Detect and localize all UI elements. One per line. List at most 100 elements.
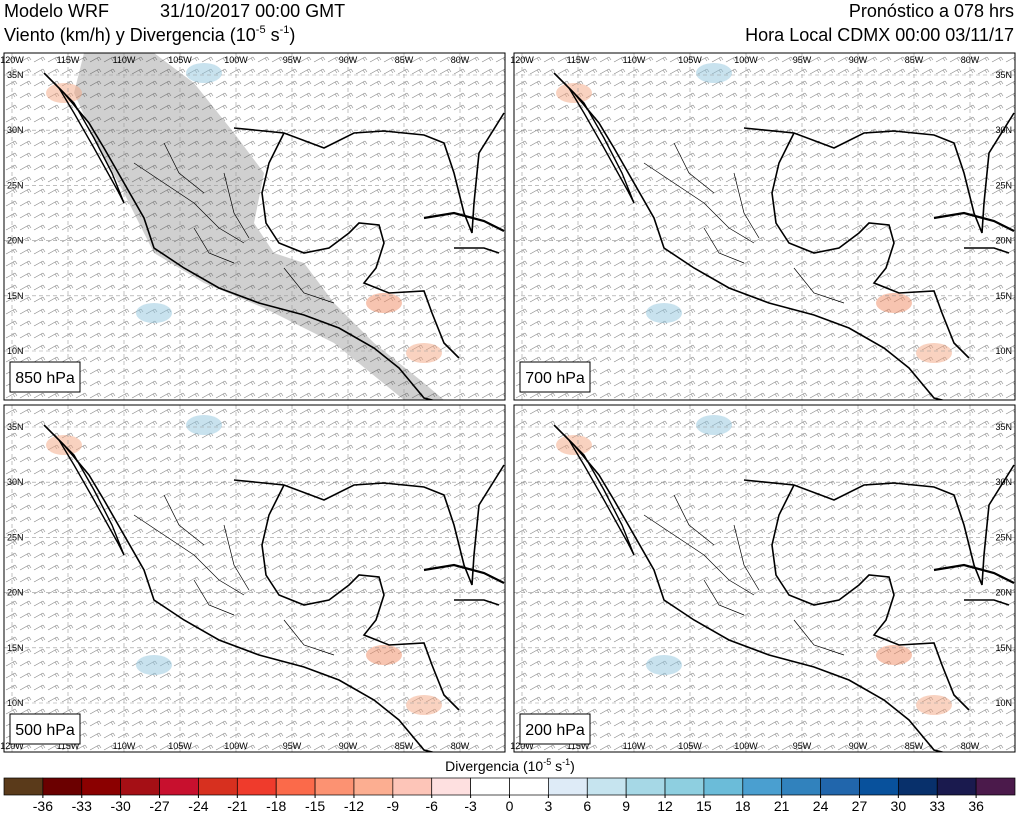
latitude-label: 10N xyxy=(7,346,24,356)
latitude-label: 35N xyxy=(7,422,24,432)
colorbar-tick-label: 27 xyxy=(852,798,868,813)
longitude-label: 80W xyxy=(961,741,980,751)
level-label: 200 hPa xyxy=(525,722,585,739)
colorbar-tick-label: 3 xyxy=(544,798,552,813)
color-swatch xyxy=(470,777,510,796)
colorbar-tick-label: 0 xyxy=(506,798,514,813)
longitude-label: 95W xyxy=(793,55,812,65)
colorbar-tick-label: 24 xyxy=(813,798,829,813)
longitude-label: 115W xyxy=(57,55,80,65)
color-swatch xyxy=(159,777,199,796)
divergence-patch xyxy=(186,415,222,435)
colorbar-tick-label: 15 xyxy=(696,798,712,813)
color-swatch xyxy=(42,777,83,796)
longitude-label: 80W xyxy=(961,55,980,65)
longitude-label: 110W xyxy=(113,55,136,65)
latitude-label: 25N xyxy=(7,532,24,542)
run-date: 31/10/2017 00:00 GMT xyxy=(160,1,345,21)
model-name: Modelo WRF xyxy=(4,1,109,21)
divergence-patch xyxy=(916,695,952,715)
color-swatch xyxy=(859,777,899,796)
map-panel: 120W 115W 110W 105W 100W 95W 90W 85W 80W 35N 30N 25… xyxy=(0,52,506,401)
color-swatch xyxy=(431,777,471,796)
longitude-label: 120W xyxy=(0,55,24,65)
latitude-label: 35N xyxy=(995,422,1012,432)
divergence-patch xyxy=(696,63,732,83)
panel-frame xyxy=(3,404,506,753)
divergence-patch xyxy=(876,293,912,313)
panel-frame xyxy=(3,52,506,401)
longitude-label: 105W xyxy=(678,55,702,65)
colorbar-tick-label: -21 xyxy=(227,798,247,813)
longitude-label: 120W xyxy=(510,741,534,751)
longitude-label: 80W xyxy=(451,741,470,751)
longitude-label: 110W xyxy=(623,741,646,751)
forecast-hour: Pronóstico a 078 hrs xyxy=(849,1,1014,21)
colorbar-tick-label: -6 xyxy=(426,798,439,813)
longitude-label: 100W xyxy=(224,741,248,751)
level-box xyxy=(519,713,591,745)
longitude-label: 80W xyxy=(451,55,470,65)
color-swatch xyxy=(275,777,316,796)
latitude-label: 25N xyxy=(995,180,1012,190)
colorbar-tick-label: 30 xyxy=(891,798,907,813)
latitude-label: 20N xyxy=(995,236,1012,246)
longitude-label: 85W xyxy=(905,741,924,751)
map-panel: 120W 115W 110W 105W 100W 95W 90W 85W 80W 35N 30N 25… xyxy=(510,404,1016,753)
colorbar-tick-label: 18 xyxy=(735,798,751,813)
color-swatch xyxy=(548,777,588,796)
colorbar-title-exp: -1 xyxy=(562,757,570,767)
level-label: 850 hPa xyxy=(15,370,75,387)
divergence-patch xyxy=(136,655,172,675)
level-label: 700 hPa xyxy=(525,370,585,387)
longitude-label: 95W xyxy=(793,741,812,751)
colorbar-tick-label: -33 xyxy=(72,798,92,813)
colorbar-tick-label: 12 xyxy=(657,798,673,813)
color-swatch xyxy=(703,777,744,796)
divergence-patch xyxy=(366,293,402,313)
colorbar-tick-label: 9 xyxy=(622,798,630,813)
longitude-label: 120W xyxy=(0,741,24,751)
latitude-label: 15N xyxy=(995,291,1012,301)
color-swatch xyxy=(781,777,821,796)
longitude-label: 95W xyxy=(283,741,302,751)
colorbar-title-text: Divergencia (10 xyxy=(445,758,543,774)
longitude-label: 85W xyxy=(395,741,414,751)
divergence-patch xyxy=(406,695,442,715)
variable-mid: s xyxy=(266,25,280,45)
longitude-label: 105W xyxy=(168,55,192,65)
colorbar-tick-label: -15 xyxy=(305,798,325,813)
longitude-label: 90W xyxy=(339,741,358,751)
map-panel: 120W 115W 110W 105W 100W 95W 90W 85W 80W 35N 30N 25… xyxy=(0,404,506,753)
colorbar-title-exp: -5 xyxy=(543,757,551,767)
longitude-label: 120W xyxy=(510,55,534,65)
level-box xyxy=(9,361,81,393)
colorbar-tick-label: 33 xyxy=(929,798,945,813)
panel-frame xyxy=(513,52,1016,401)
longitude-label: 115W xyxy=(567,741,590,751)
color-swatch xyxy=(236,777,277,796)
color-swatch xyxy=(3,777,44,796)
panel-frame xyxy=(513,404,1016,753)
latitude-label: 25N xyxy=(7,180,24,190)
longitude-label: 100W xyxy=(734,55,758,65)
color-swatch xyxy=(314,777,355,796)
latitude-label: 15N xyxy=(995,643,1012,653)
variable: Viento (km/h) y Divergencia (10-5 s-1) xyxy=(4,24,295,45)
longitude-label: 110W xyxy=(113,741,136,751)
color-swatch xyxy=(975,777,1016,796)
latitude-label: 30N xyxy=(7,125,24,135)
color-swatch xyxy=(392,777,433,796)
longitude-label: 90W xyxy=(849,741,868,751)
divergence-patch xyxy=(186,63,222,83)
colorbar-tick-label: -3 xyxy=(464,798,477,813)
longitude-label: 90W xyxy=(339,55,358,65)
color-swatch xyxy=(353,777,394,796)
color-swatch xyxy=(625,777,666,796)
divergence-patch xyxy=(406,343,442,363)
colorbar-tick-label: -24 xyxy=(188,798,208,813)
color-swatch xyxy=(586,777,627,796)
divergence-patch xyxy=(366,645,402,665)
wind-barbs xyxy=(4,53,505,400)
divergence-patch xyxy=(136,303,172,323)
